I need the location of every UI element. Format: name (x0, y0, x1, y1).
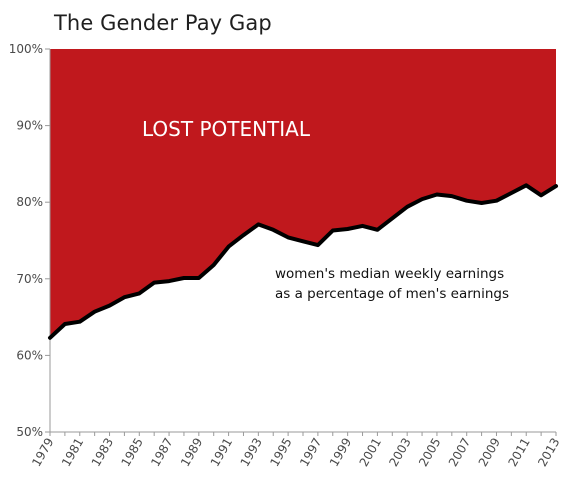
x-tick-label: 1979 (29, 436, 56, 469)
data-point (48, 336, 52, 340)
y-tick-label: 100% (9, 42, 43, 56)
x-tick-label: 2005 (416, 436, 443, 469)
x-tick-label: 1997 (297, 436, 324, 469)
data-point (509, 191, 513, 195)
x-tick-label: 2003 (386, 436, 413, 469)
data-point (256, 222, 260, 226)
data-point (271, 228, 275, 232)
data-point (316, 243, 320, 247)
data-point (78, 320, 82, 324)
x-tick-label: 2009 (476, 436, 503, 469)
x-tick-label: 1989 (178, 436, 205, 469)
data-point (494, 199, 499, 203)
y-tick-label: 70% (16, 272, 43, 286)
data-point (405, 205, 409, 209)
x-tick-label: 2013 (535, 436, 562, 469)
x-tick-label: 1995 (267, 436, 294, 469)
data-point (63, 322, 67, 326)
y-tick-label: 90% (16, 119, 43, 133)
data-point (420, 197, 424, 201)
gap-area (50, 49, 556, 338)
data-point (524, 183, 528, 187)
x-tick-label: 1999 (327, 436, 354, 469)
data-point (331, 228, 335, 233)
data-point (286, 235, 290, 239)
data-point (360, 224, 365, 228)
data-point (375, 228, 379, 232)
gap-annotation: LOST POTENTIAL (142, 117, 311, 141)
data-point (346, 227, 350, 231)
data-point (167, 279, 171, 283)
data-point (539, 193, 543, 197)
data-point (241, 233, 246, 237)
x-tick-label: 2011 (505, 436, 532, 469)
x-tick-label: 2001 (357, 436, 384, 469)
x-tick-label: 1991 (208, 436, 235, 469)
x-tick-label: 2007 (446, 436, 473, 469)
line-annotation-line-1: women's median weekly earnings (275, 266, 504, 282)
x-tick-label: 1993 (238, 436, 265, 469)
y-tick-label: 80% (16, 195, 43, 209)
data-point (554, 184, 558, 188)
y-tick-label: 50% (16, 425, 43, 439)
data-point (93, 310, 97, 314)
data-point (435, 192, 439, 197)
data-point (450, 194, 454, 198)
x-tick-label: 1981 (59, 436, 86, 469)
data-point (182, 276, 186, 280)
y-tick-label: 60% (16, 348, 43, 362)
chart-title: The Gender Pay Gap (54, 11, 272, 35)
data-point (122, 295, 126, 299)
data-point (480, 201, 484, 205)
line-annotation-line-2: as a percentage of men's earnings (275, 286, 509, 302)
data-point (107, 304, 112, 308)
x-tick-label: 1983 (89, 436, 116, 469)
x-tick-label: 1987 (148, 436, 175, 469)
data-point (212, 263, 216, 267)
data-point (227, 245, 231, 249)
data-point (390, 216, 394, 220)
data-point (197, 276, 201, 280)
data-point (137, 291, 141, 295)
data-point (301, 239, 305, 243)
x-tick-label: 1985 (118, 436, 145, 469)
data-point (465, 199, 469, 203)
data-point (152, 281, 156, 285)
